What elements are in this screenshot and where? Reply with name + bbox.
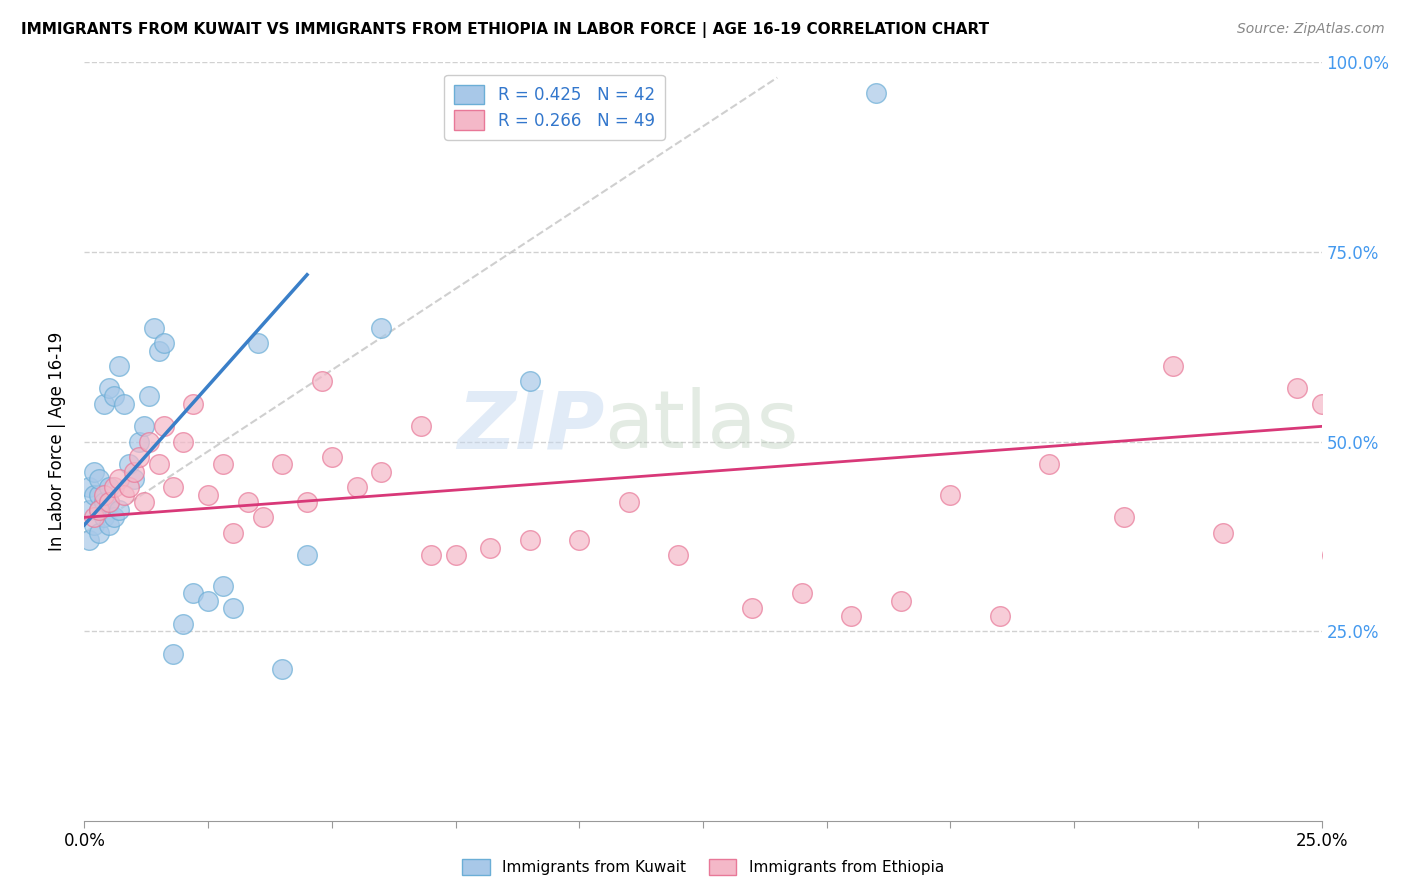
Point: [89, 503, 111, 517]
Point: [246, 335, 269, 350]
Point: [841, 608, 863, 623]
Point: [152, 419, 174, 434]
Point: [419, 548, 441, 563]
Point: [1285, 382, 1308, 396]
Point: [89, 487, 111, 501]
Point: [83, 517, 105, 532]
Point: [790, 586, 813, 600]
Point: [98, 517, 121, 532]
Point: [138, 389, 160, 403]
Y-axis label: In Labor Force | Age 16-19: In Labor Force | Age 16-19: [48, 332, 66, 551]
Point: [138, 434, 160, 449]
Point: [1310, 396, 1333, 410]
Text: ZIP: ZIP: [457, 387, 605, 466]
Point: [122, 465, 145, 479]
Point: [108, 503, 131, 517]
Point: [666, 548, 689, 563]
Point: [112, 487, 135, 501]
Point: [197, 594, 219, 608]
Point: [79, 503, 101, 517]
Point: [98, 495, 121, 509]
Point: [479, 541, 502, 555]
Point: [93, 487, 115, 501]
Point: [409, 419, 432, 434]
Point: [148, 458, 170, 472]
Point: [370, 465, 392, 479]
Point: [142, 320, 165, 334]
Point: [103, 480, 125, 494]
Text: IMMIGRANTS FROM KUWAIT VS IMMIGRANTS FROM ETHIOPIA IN LABOR FORCE | AGE 16-19 CO: IMMIGRANTS FROM KUWAIT VS IMMIGRANTS FRO…: [21, 22, 990, 38]
Point: [162, 480, 184, 494]
Point: [346, 480, 368, 494]
Point: [128, 450, 150, 464]
Point: [112, 396, 135, 410]
Point: [519, 533, 541, 548]
Point: [93, 495, 115, 509]
Point: [271, 662, 294, 676]
Point: [148, 343, 170, 358]
Point: [271, 458, 294, 472]
Point: [108, 359, 131, 373]
Point: [568, 533, 591, 548]
Point: [128, 434, 150, 449]
Point: [939, 487, 962, 501]
Point: [132, 495, 155, 509]
Point: [295, 495, 318, 509]
Point: [1112, 510, 1135, 524]
Point: [236, 495, 259, 509]
Point: [79, 480, 101, 494]
Point: [1320, 548, 1343, 563]
Point: [118, 458, 141, 472]
Point: [321, 450, 343, 464]
Point: [617, 495, 640, 509]
Point: [98, 480, 121, 494]
Point: [152, 335, 174, 350]
Point: [890, 594, 912, 608]
Point: [83, 465, 105, 479]
Point: [311, 374, 333, 388]
Point: [118, 480, 141, 494]
Point: [1161, 359, 1184, 373]
Point: [98, 495, 121, 509]
Point: [1212, 525, 1234, 540]
Point: [519, 374, 541, 388]
Legend: Immigrants from Kuwait, Immigrants from Ethiopia: Immigrants from Kuwait, Immigrants from …: [456, 853, 950, 881]
Point: [181, 586, 204, 600]
Point: [83, 510, 105, 524]
Point: [89, 473, 111, 487]
Point: [222, 601, 245, 615]
Point: [181, 396, 204, 410]
Point: [122, 473, 145, 487]
Point: [83, 487, 105, 501]
Point: [89, 525, 111, 540]
Point: [103, 510, 125, 524]
Point: [252, 510, 274, 524]
Point: [212, 579, 235, 593]
Point: [865, 86, 887, 100]
Text: atlas: atlas: [605, 387, 799, 466]
Point: [444, 548, 467, 563]
Point: [988, 608, 1011, 623]
Point: [172, 616, 194, 631]
Point: [741, 601, 763, 615]
Point: [93, 510, 115, 524]
Point: [222, 525, 245, 540]
Point: [89, 503, 111, 517]
Point: [370, 320, 392, 334]
Point: [212, 458, 235, 472]
Text: Source: ZipAtlas.com: Source: ZipAtlas.com: [1237, 22, 1385, 37]
Point: [197, 487, 219, 501]
Point: [162, 647, 184, 661]
Point: [1038, 458, 1060, 472]
Point: [103, 389, 125, 403]
Point: [79, 533, 101, 548]
Point: [108, 473, 131, 487]
Point: [98, 382, 121, 396]
Point: [132, 419, 155, 434]
Point: [93, 396, 115, 410]
Point: [295, 548, 318, 563]
Point: [172, 434, 194, 449]
